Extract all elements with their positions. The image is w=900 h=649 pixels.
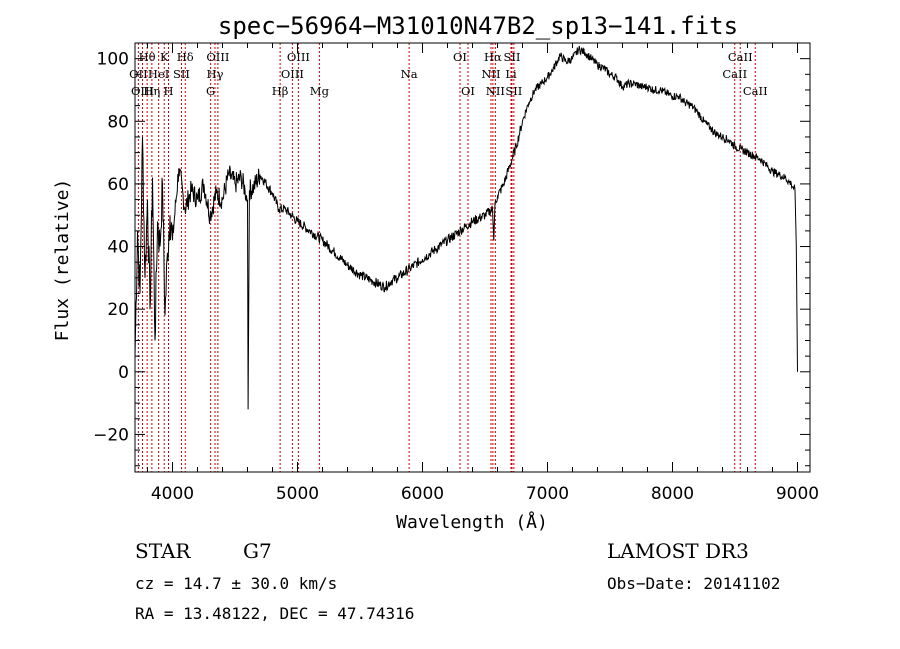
line-label: Hβ <box>272 84 289 98</box>
line-label: Hδ <box>177 50 194 64</box>
y-tick-label: −20 <box>93 425 129 445</box>
line-label: CaII <box>743 84 768 98</box>
line-label: Hη <box>143 84 160 98</box>
y-tick-label: 0 <box>118 363 129 383</box>
line-label: OIII <box>131 84 154 98</box>
x-axis: 4000 5000 6000 7000 8000 9000 <box>147 43 819 504</box>
line-label: Mg <box>310 84 330 98</box>
line-label: SII <box>173 67 190 81</box>
y-tick-label: 80 <box>107 112 129 132</box>
y-tick-label: 100 <box>97 50 129 70</box>
line-label: OI <box>453 50 467 64</box>
x-tick-label: 6000 <box>401 484 444 504</box>
x-tick-label: 9000 <box>776 484 819 504</box>
obs-date: Obs−Date: 20141102 <box>607 574 780 593</box>
plot-frame <box>134 42 811 473</box>
line-label: SII <box>504 50 521 64</box>
line-label: OIII <box>287 50 310 64</box>
redshift-text: cz = 14.7 ± 30.0 km/s <box>135 574 337 593</box>
line-label: OIII <box>281 67 304 81</box>
y-tick-label: 20 <box>107 300 129 320</box>
survey-name: LAMOST DR3 <box>607 539 749 563</box>
x-axis-title: Wavelength (Å) <box>396 511 548 533</box>
y-tick-label: 40 <box>107 238 129 258</box>
line-label: OIII <box>206 50 229 64</box>
x-tick-label: 8000 <box>651 484 694 504</box>
object-class: STAR <box>135 539 191 563</box>
line-label: Na <box>401 67 418 81</box>
line-label: NII <box>486 84 505 98</box>
line-label: CaII <box>722 67 747 81</box>
line-label: Hα <box>484 50 502 64</box>
line-label: OI <box>461 84 475 98</box>
x-tick-label: 5000 <box>276 484 319 504</box>
chart-title: spec−56964−M31010N47B2_sp13−141.fits <box>218 12 738 40</box>
spectral-line-markers <box>137 43 756 472</box>
object-subclass: G7 <box>243 539 272 563</box>
line-label: G <box>206 84 215 98</box>
line-label: Hθ <box>139 50 156 64</box>
spectrum-line <box>134 45 798 410</box>
y-tick-label: 60 <box>107 175 129 195</box>
spectrum-trace <box>134 45 798 410</box>
line-label: K <box>160 50 169 64</box>
x-tick-label: 7000 <box>526 484 569 504</box>
line-label: CaII <box>728 50 753 64</box>
line-label: NII <box>481 67 500 81</box>
y-axis-title: Flux (relative) <box>52 179 73 342</box>
line-label: SII <box>505 84 522 98</box>
line-label: Hγ <box>207 67 224 81</box>
line-label: H <box>163 84 173 98</box>
coordinates-text: RA = 13.48122, DEC = 47.74316 <box>135 604 414 623</box>
x-tick-label: 4000 <box>151 484 194 504</box>
y-axis: −20 0 20 40 60 80 100 <box>93 50 810 467</box>
line-label: Li <box>505 67 517 81</box>
line-label: HeI <box>148 67 169 81</box>
